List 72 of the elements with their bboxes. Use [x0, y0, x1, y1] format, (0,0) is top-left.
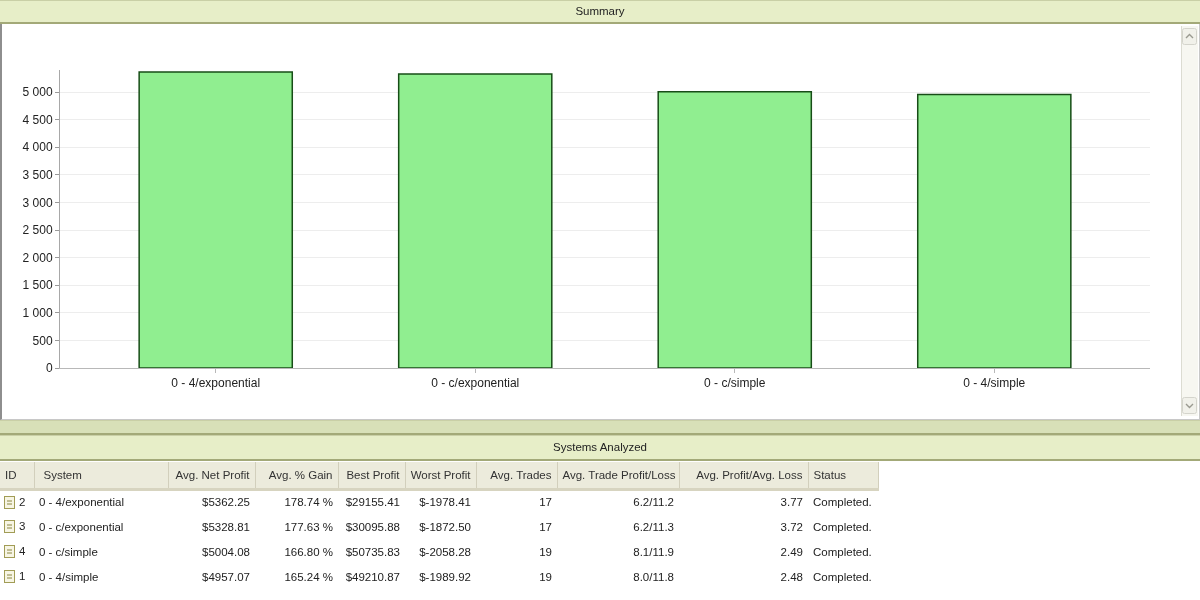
y-tick-label: 1 500 — [22, 278, 53, 293]
text: 0 - 4/exponential — [39, 496, 125, 509]
category-label: Worst Profit — [410, 468, 471, 481]
text: 2.49 — [780, 545, 803, 558]
x-tick-label: 0 - c/simple — [704, 376, 766, 391]
bar — [397, 73, 553, 368]
text: 3.77 — [780, 496, 803, 509]
text: 2.48 — [780, 570, 803, 583]
y-tick-label: 3 500 — [22, 168, 53, 183]
category-label: Avg. Trades — [490, 468, 552, 481]
text: $29155.41 — [345, 496, 400, 509]
bar — [916, 93, 1072, 368]
text: 3 — [19, 519, 26, 532]
text: 0 - c/exponential — [39, 520, 124, 533]
category-label: Status — [813, 468, 847, 481]
text: $5362.25 — [202, 496, 250, 509]
text: 17 — [539, 520, 552, 533]
category-label: Avg. Profit/Avg. Loss — [696, 468, 803, 481]
text: $-2058.28 — [419, 545, 471, 558]
text: 4 — [19, 544, 26, 557]
text: $-1872.50 — [419, 520, 471, 533]
y-tick-label: 500 — [32, 333, 53, 348]
category-label: Avg. % Gain — [268, 468, 333, 481]
text: 8.0/11.8 — [633, 570, 674, 583]
text: $5328.81 — [202, 520, 250, 533]
text: 178.74 % — [284, 496, 333, 509]
text: $30095.88 — [345, 520, 400, 533]
x-tick-label: 0 - c/exponential — [431, 376, 520, 391]
text: 17 — [539, 496, 552, 509]
y-tick-label: 1 000 — [22, 306, 53, 321]
text: Completed. — [813, 496, 872, 509]
text: Completed. — [813, 545, 872, 558]
category-label: System — [43, 468, 82, 481]
y-tick-label: 5 000 — [22, 85, 53, 100]
text: $49210.87 — [345, 570, 400, 583]
header-bar: Systems Analyzed — [0, 435, 1200, 461]
category-label: Best Profit — [346, 468, 400, 481]
category-label: Avg. Net Profit — [175, 468, 250, 481]
text: $50735.83 — [345, 545, 400, 558]
y-tick-label: 2 000 — [22, 250, 53, 265]
text: $-1989.92 — [419, 570, 471, 583]
text: 8.1/11.9 — [633, 545, 674, 558]
bar — [657, 91, 813, 368]
bar — [138, 71, 294, 368]
text: 177.63 % — [284, 520, 333, 533]
y-tick-label: 2 500 — [22, 223, 53, 238]
header-bar: Summary — [0, 0, 1200, 24]
text: 0 - c/simple — [39, 545, 98, 558]
chart-title: Summary — [575, 4, 625, 19]
category-label: Avg. Trade Profit/Loss — [562, 468, 676, 481]
y-tick-label: 3 000 — [22, 195, 53, 210]
text: 166.80 % — [284, 545, 333, 558]
x-tick-label: 0 - 4/exponential — [171, 376, 261, 391]
text: 19 — [539, 545, 552, 558]
text: 19 — [539, 570, 552, 583]
text: 2 — [19, 495, 26, 508]
text: 3.72 — [780, 520, 803, 533]
text: 1 — [19, 569, 26, 582]
y-tick-label: 0 — [45, 361, 53, 376]
y-tick-label: 4 000 — [22, 140, 53, 155]
text: Completed. — [813, 520, 872, 533]
text: 6.2/11.3 — [633, 520, 674, 533]
text: $5004.08 — [202, 545, 250, 558]
text: $4957.07 — [202, 570, 250, 583]
text: 6.2/11.2 — [633, 496, 674, 509]
x-tick-label: 0 - 4/simple — [963, 376, 1026, 391]
text: 165.24 % — [284, 570, 333, 583]
text: 0 - 4/simple — [39, 570, 99, 583]
category-label: ID — [5, 468, 17, 481]
text: Completed. — [813, 570, 872, 583]
y-tick-label: 4 500 — [22, 112, 53, 127]
text: $-1978.41 — [419, 496, 471, 509]
